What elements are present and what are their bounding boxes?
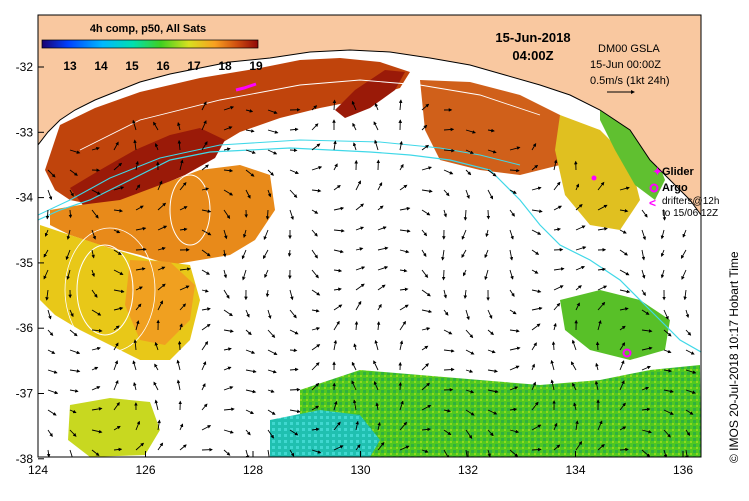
legend-argo-label: Argo [662,182,688,194]
colorbar-tick-label: 13 [63,59,77,73]
colorbar-tick-label: 19 [249,59,263,73]
longitude-tick-label: 128 [243,463,263,477]
latitude-tick-label: -32 [16,60,34,74]
longitude-tick-label: 130 [350,463,370,477]
velocity-arrow [444,270,445,280]
map-time: 04:00Z [512,48,553,63]
glider-marker-east [592,176,597,181]
velocity-arrow [444,369,454,370]
longitude-tick-label: 136 [673,463,693,477]
colorbar-tick-label: 17 [187,59,201,73]
map-date: 15-Jun-2018 [495,30,570,45]
sst-south-west-yellow [68,398,160,457]
velocity-arrow [334,100,335,110]
velocity-arrow [267,210,268,219]
legend-drifter-symbol: < [649,196,656,210]
product-scale: 0.5m/s (1kt 24h) [590,75,669,87]
velocity-arrow [70,210,71,217]
latitude-tick-label: -33 [16,125,34,139]
colorbar-tick-label: 14 [94,59,108,73]
longitude-tick-label: 124 [28,463,48,477]
legend-glider-label: Glider [662,166,695,178]
velocity-arrow [620,449,628,450]
product-name: DM00 GSLA [598,43,660,55]
product-time: 15-Jun 00:00Z [590,59,661,71]
velocity-arrow [532,449,541,450]
velocity-arrow [553,342,554,350]
velocity-arrow [597,342,598,350]
legend-drifters-line1: drifters@12h [662,196,719,207]
colorbar-gradient [42,40,258,48]
velocity-arrow [488,210,489,219]
latitude-tick-label: -37 [16,387,34,401]
longitude-tick-label: 132 [458,463,478,477]
latitude-tick-label: -35 [16,256,34,270]
colorbar-tick-label: 15 [125,59,139,73]
colorbar-title: 4h comp, p50, All Sats [90,23,206,35]
latitude-tick-label: -36 [16,321,34,335]
longitude-tick-label: 126 [135,463,155,477]
velocity-arrow [400,383,401,390]
latitude-tick-label: -34 [16,191,34,205]
colorbar-tick-label: 18 [218,59,232,73]
velocity-arrow [290,390,300,391]
imos-credit: © IMOS 20-Jul-2018 10:17 Hobart Time [727,251,741,463]
velocity-arrow [290,350,297,351]
legend-drifters-line2: to 15/06 12Z [662,208,718,219]
longitude-tick-label: 134 [565,463,585,477]
colorbar-tick-label: 16 [156,59,170,73]
velocity-arrow [180,342,181,350]
